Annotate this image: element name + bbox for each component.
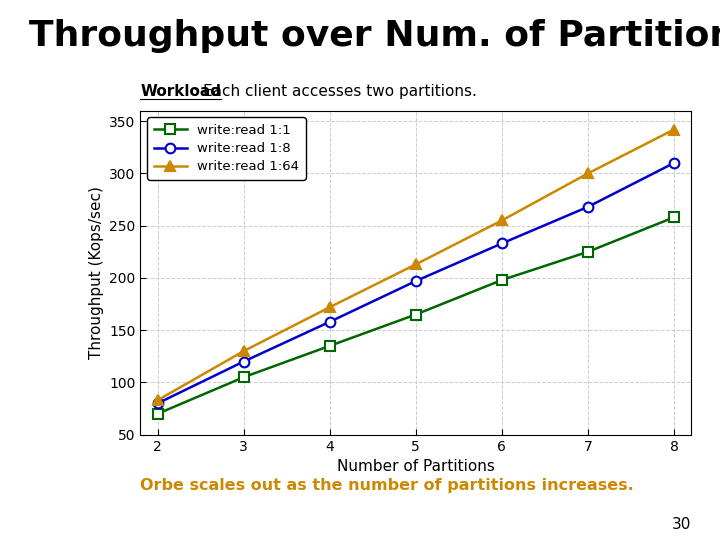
Y-axis label: Throughput (Kops/sec): Throughput (Kops/sec)	[89, 186, 104, 359]
write:read 1:8	[670, 160, 678, 166]
write:read 1:64	[584, 170, 593, 177]
write:read 1:64	[325, 304, 334, 310]
write:read 1:8	[498, 240, 506, 247]
write:read 1:1	[239, 374, 248, 381]
Text: Orbe scales out as the number of partitions increases.: Orbe scales out as the number of partiti…	[140, 478, 634, 493]
Line: write:read 1:64: write:read 1:64	[153, 125, 679, 405]
X-axis label: Number of Partitions: Number of Partitions	[337, 459, 495, 474]
write:read 1:1	[412, 311, 420, 318]
Text: Throughput over Num. of Partitions: Throughput over Num. of Partitions	[29, 19, 720, 53]
write:read 1:8	[239, 359, 248, 365]
write:read 1:1	[670, 214, 678, 220]
write:read 1:8	[153, 400, 162, 407]
Line: write:read 1:1: write:read 1:1	[153, 212, 679, 418]
Text: 30: 30	[672, 517, 691, 532]
write:read 1:1	[498, 277, 506, 284]
write:read 1:64	[498, 217, 506, 224]
Line: write:read 1:8: write:read 1:8	[153, 158, 679, 408]
write:read 1:64	[239, 348, 248, 354]
write:read 1:64	[153, 397, 162, 403]
write:read 1:1	[325, 342, 334, 349]
write:read 1:8	[584, 204, 593, 210]
write:read 1:64	[670, 126, 678, 133]
Text: : Each client accesses two partitions.: : Each client accesses two partitions.	[193, 84, 477, 99]
write:read 1:1	[584, 248, 593, 255]
Text: Workload: Workload	[140, 84, 222, 99]
Legend: write:read 1:1, write:read 1:8, write:read 1:64: write:read 1:1, write:read 1:8, write:re…	[147, 117, 306, 180]
write:read 1:1	[153, 410, 162, 417]
write:read 1:64	[412, 261, 420, 268]
write:read 1:8	[325, 319, 334, 325]
write:read 1:8	[412, 278, 420, 284]
